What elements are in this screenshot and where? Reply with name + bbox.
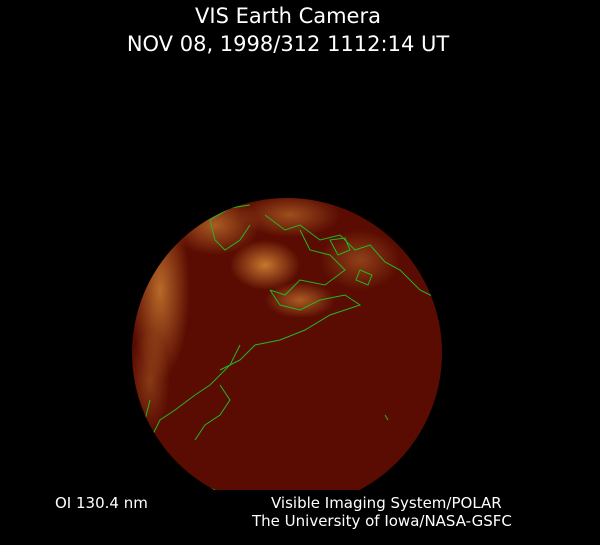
organization-label: The University of Iowa/NASA-GSFC: [252, 512, 512, 530]
image-title: VIS Earth Camera: [195, 4, 381, 28]
observation-timestamp: NOV 08, 1998/312 1112:14 UT: [126, 32, 450, 56]
wavelength-label: OI 130.4 nm: [55, 494, 148, 512]
instrument-label: Visible Imaging System/POLAR: [271, 494, 502, 512]
